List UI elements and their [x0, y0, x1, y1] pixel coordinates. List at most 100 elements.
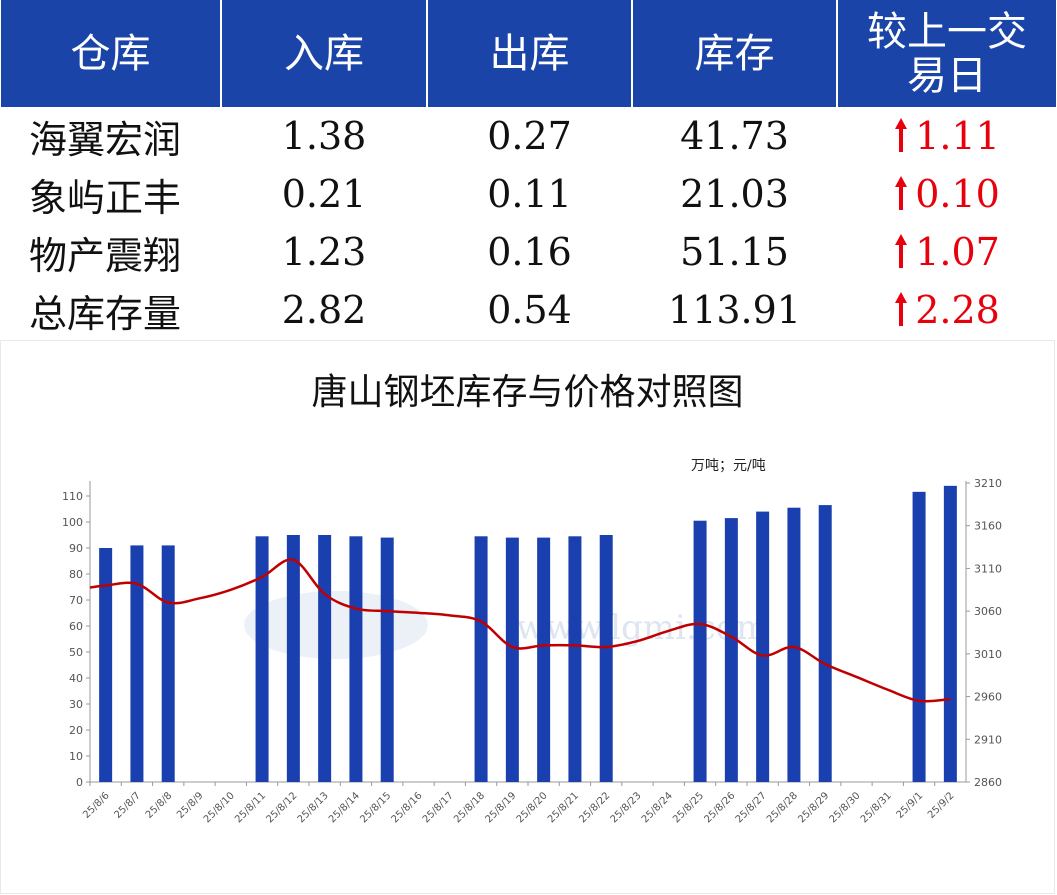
bar — [724, 518, 738, 782]
x-tick-label: 25/8/25 — [671, 790, 706, 825]
bar — [474, 536, 488, 782]
bar — [568, 536, 582, 782]
x-tick-label: 25/9/1 — [895, 790, 926, 821]
unit-label: 万吨；元/吨 — [691, 458, 766, 474]
bar — [943, 485, 957, 782]
x-tick-label: 25/9/2 — [926, 790, 957, 821]
row-change: 2.28 — [915, 288, 1000, 332]
bar — [818, 505, 832, 782]
row-stock: 41.73 — [680, 114, 789, 158]
bar — [756, 511, 770, 782]
row-name: 物产震翔 — [29, 233, 182, 278]
line-series — [89, 558, 951, 703]
x-tick-label: 25/8/21 — [546, 790, 581, 825]
y-left-tick-label: 10 — [69, 750, 83, 763]
row-change-cell: 1.07 — [837, 223, 1056, 281]
x-tick-label: 25/8/11 — [233, 790, 268, 825]
table-row: 物产震翔 1.23 0.16 51.15 1.07 — [1, 223, 1056, 281]
row-change-cell: 2.28 — [837, 281, 1056, 339]
y-left-tick-label: 110 — [62, 490, 83, 503]
y-right-tick-label: 3160 — [974, 520, 1002, 533]
row-name: 总库存量 — [29, 291, 182, 336]
up-arrow-icon — [895, 234, 908, 268]
row-stock: 113.91 — [668, 288, 801, 332]
x-tick-label: 25/8/27 — [734, 790, 769, 825]
x-tick-label: 25/8/22 — [577, 790, 612, 825]
bar — [161, 545, 175, 782]
y-left-tick-label: 30 — [69, 698, 83, 711]
x-tick-label: 25/8/29 — [796, 790, 831, 825]
row-stock: 21.03 — [680, 172, 789, 216]
bar — [599, 535, 613, 782]
row-change-cell: 0.10 — [837, 165, 1056, 223]
header-stock: 库存 — [632, 0, 838, 107]
y-left-tick-label: 70 — [69, 594, 83, 607]
bar — [286, 535, 300, 782]
x-tick-label: 25/8/17 — [421, 790, 456, 825]
table-header-row: 仓库 入库 出库 库存 较上一交易日 — [1, 0, 1056, 107]
price-line — [89, 558, 951, 703]
row-inbound: 1.23 — [281, 230, 367, 274]
x-tick-label: 25/8/30 — [828, 790, 863, 825]
x-tick-label: 25/8/19 — [483, 790, 518, 825]
bar — [99, 548, 113, 782]
chart-svg: www.lgmi.com 010203040506070809010011028… — [62, 477, 1002, 825]
bar — [318, 535, 332, 782]
x-tick-label: 25/8/31 — [859, 790, 894, 825]
bar — [787, 507, 801, 782]
x-tick-label: 25/8/23 — [609, 790, 644, 825]
x-tick-label: 25/8/28 — [765, 790, 800, 825]
x-tick-label: 25/8/24 — [640, 790, 675, 825]
row-change: 1.11 — [915, 114, 1000, 158]
bar — [130, 545, 144, 782]
row-inbound: 1.38 — [281, 114, 367, 158]
row-outbound: 0.54 — [487, 288, 572, 332]
chart-title: 唐山钢坯库存与价格对照图 — [311, 372, 744, 413]
row-change-cell: 1.11 — [837, 107, 1056, 165]
header-change: 较上一交易日 — [837, 0, 1056, 107]
x-tick-labels: 25/8/6 25/8/7 25/8/8 25/8/925/8/1025/8/1125… — [81, 782, 956, 825]
y-right-tick-label: 3210 — [974, 477, 1002, 490]
bar-series — [99, 485, 957, 782]
row-stock: 51.15 — [680, 230, 789, 274]
row-change: 0.10 — [915, 172, 1000, 216]
x-tick-label: 25/8/14 — [327, 790, 362, 825]
y-left-tick-label: 80 — [69, 568, 83, 581]
y-right-tick-label: 2910 — [974, 733, 1002, 746]
row-name: 海翼宏润 — [29, 117, 182, 162]
table-row: 总库存量 2.82 0.54 113.91 2.28 — [1, 281, 1056, 339]
row-name: 象屿正丰 — [29, 175, 182, 220]
bar — [693, 520, 707, 782]
bar — [349, 536, 363, 782]
y-left-tick-label: 0 — [76, 776, 83, 789]
row-outbound: 0.11 — [487, 172, 572, 216]
header-inbound: 入库 — [221, 0, 428, 107]
y-left-tick-label: 90 — [69, 542, 83, 555]
chart-panel: 唐山钢坯库存与价格对照图 万吨；元/吨 www.lgmi.com 0 10 20 30… — [0, 340, 1055, 894]
up-arrow-icon — [895, 118, 908, 152]
row-outbound: 0.27 — [487, 114, 572, 158]
x-tick-label: 25/8/13 — [296, 790, 331, 825]
y-right-tick-label: 3010 — [974, 648, 1002, 661]
x-tick-label: 25/8/10 — [202, 790, 237, 825]
x-tick-label: 25/8/6 — [81, 790, 112, 821]
y-right-tick-label: 2960 — [974, 691, 1002, 704]
bar — [380, 537, 394, 782]
table-row: 象屿正丰 0.21 0.11 21.03 0.10 — [1, 165, 1056, 223]
inventory-table-wrap: 仓库 入库 出库 库存 较上一交易日 海翼宏润 1.38 0.27 41.73 … — [0, 0, 1057, 339]
x-tick-label: 25/8/8 — [144, 790, 175, 821]
up-arrow-icon — [895, 292, 908, 326]
y-right-tick-label: 3110 — [974, 562, 1002, 575]
y-left-tick-label: 20 — [69, 724, 83, 737]
x-tick-label: 25/8/18 — [452, 790, 487, 825]
x-tick-label: 25/8/16 — [390, 790, 425, 825]
y-right-tick-label: 2860 — [974, 776, 1002, 789]
chart-axes: 0 10 20 30 40 50 60 70 80 90 100 110 2860 2910 2960 301… — [62, 477, 1002, 789]
y-left-tick-label: 60 — [69, 620, 83, 633]
x-tick-label: 25/8/12 — [264, 790, 299, 825]
x-tick-label: 25/8/7 — [113, 790, 144, 821]
bar — [505, 537, 519, 782]
row-outbound: 0.16 — [487, 230, 572, 274]
header-warehouse: 仓库 — [1, 0, 222, 107]
x-tick-label: 25/8/20 — [515, 790, 550, 825]
